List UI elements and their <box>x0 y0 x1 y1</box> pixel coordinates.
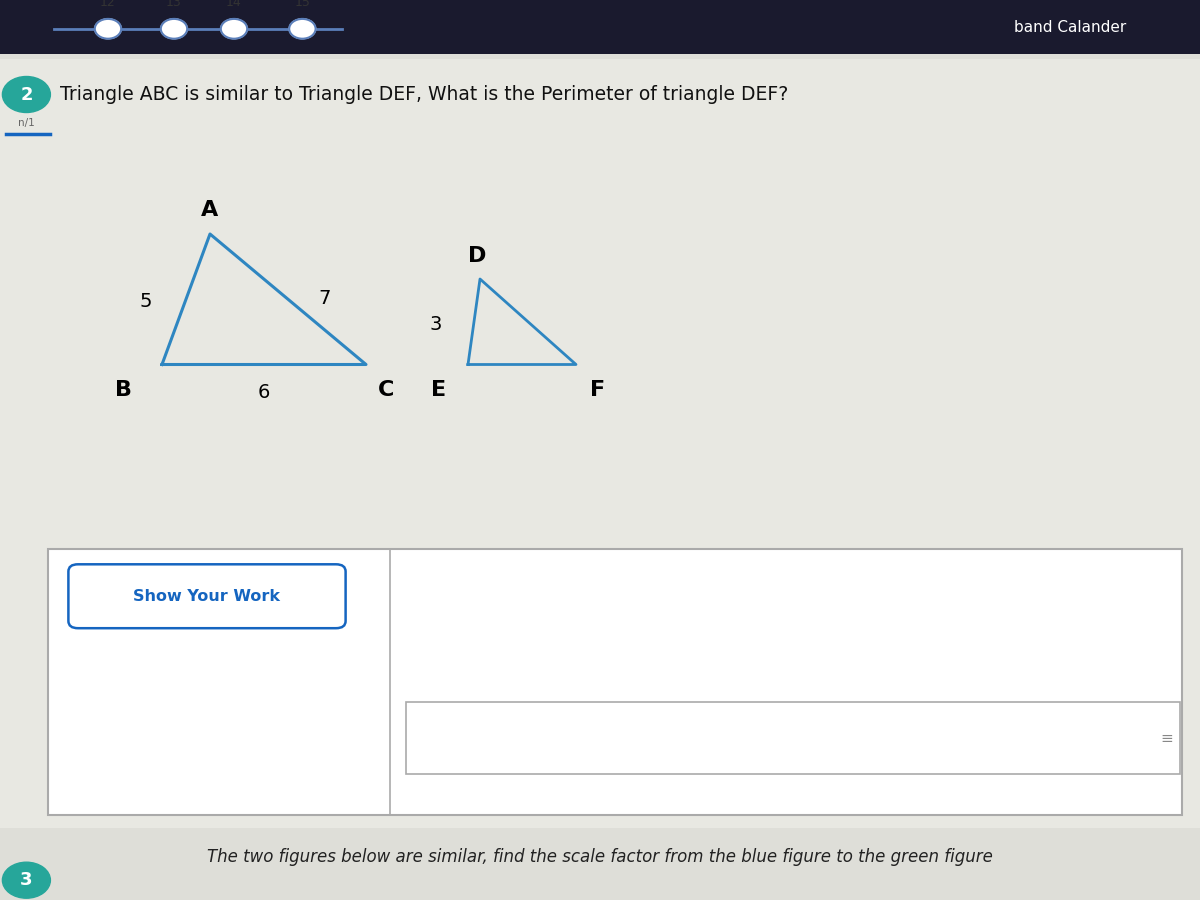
Text: 5: 5 <box>140 292 152 311</box>
Bar <box>48 549 1182 814</box>
Circle shape <box>221 19 247 39</box>
Circle shape <box>2 76 50 112</box>
Text: 14: 14 <box>226 0 242 9</box>
Text: 6: 6 <box>258 383 270 402</box>
Text: 3: 3 <box>20 871 32 889</box>
Text: band Calander: band Calander <box>1014 21 1127 35</box>
Text: Triangle ABC is similar to Triangle DEF, What is the Perimeter of triangle DEF?: Triangle ABC is similar to Triangle DEF,… <box>60 85 788 104</box>
Bar <box>406 702 1180 774</box>
Circle shape <box>2 862 50 898</box>
Text: 3: 3 <box>430 314 442 334</box>
Text: 12: 12 <box>100 0 116 9</box>
Circle shape <box>161 19 187 39</box>
Text: D: D <box>468 246 487 266</box>
Circle shape <box>95 19 121 39</box>
Text: E: E <box>431 380 446 400</box>
Text: 2: 2 <box>20 86 32 104</box>
Text: F: F <box>590 380 606 400</box>
FancyBboxPatch shape <box>68 564 346 628</box>
Text: Show Your Work: Show Your Work <box>133 589 281 604</box>
Bar <box>0 58 1200 828</box>
Text: 7: 7 <box>318 289 330 309</box>
Bar <box>0 0 1200 54</box>
Text: 15: 15 <box>294 0 311 9</box>
Text: n/1: n/1 <box>18 118 35 129</box>
Text: The two figures below are similar, find the scale factor from the blue figure to: The two figures below are similar, find … <box>208 848 992 866</box>
Text: A: A <box>202 201 218 220</box>
Circle shape <box>289 19 316 39</box>
Text: 13: 13 <box>166 0 182 9</box>
Text: ≡: ≡ <box>1160 731 1172 745</box>
Text: B: B <box>115 380 132 400</box>
Text: C: C <box>378 380 395 400</box>
